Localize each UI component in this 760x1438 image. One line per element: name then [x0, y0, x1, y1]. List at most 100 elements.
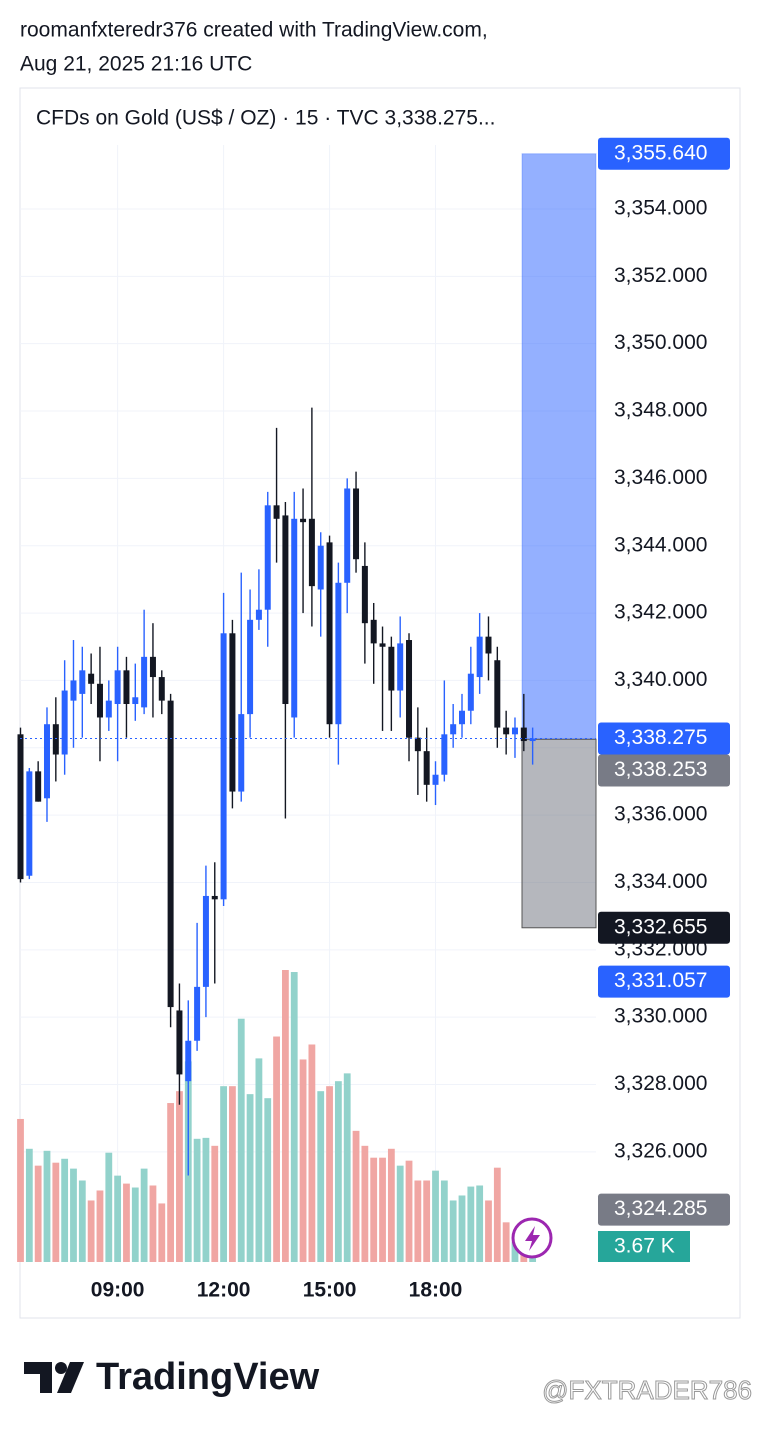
- y-tick-label: 3,336.000: [614, 803, 707, 826]
- candle-body: [423, 751, 430, 785]
- volume-bar: [273, 1036, 280, 1262]
- volume-bar: [485, 1200, 492, 1262]
- candle-body: [494, 660, 501, 728]
- volume-bar: [432, 1170, 439, 1262]
- volume-bar: [458, 1195, 466, 1262]
- candle-body: [114, 670, 121, 705]
- volume-bar: [343, 1073, 351, 1262]
- header-line: Aug 21, 2025 21:16 UTC: [20, 53, 252, 76]
- volume-bar: [237, 1018, 245, 1262]
- volume-bar: [176, 1091, 183, 1262]
- volume-bar: [123, 1183, 130, 1262]
- volume-bar: [396, 1165, 404, 1262]
- volume-bar: [149, 1185, 157, 1262]
- volume-bar: [405, 1160, 413, 1262]
- price-tag-label: 3,338.253: [614, 758, 707, 781]
- volume-bar: [414, 1180, 422, 1262]
- candle-body: [220, 633, 227, 900]
- volume-bar: [326, 1086, 333, 1262]
- x-tick-label: 18:00: [409, 1279, 463, 1302]
- candle-body: [282, 515, 289, 705]
- volume-bar: [43, 1150, 51, 1262]
- candle-body: [176, 1010, 183, 1075]
- candle-body: [503, 727, 510, 735]
- candle-body: [141, 656, 148, 708]
- candle-body: [361, 565, 368, 624]
- volume-bar: [511, 1242, 519, 1262]
- candle-body: [520, 727, 527, 742]
- candle-body: [317, 545, 324, 590]
- candle-body: [397, 643, 404, 691]
- volume-bar: [17, 1118, 24, 1262]
- price-tag-label: 3,355.640: [614, 141, 707, 164]
- candle-body: [211, 895, 218, 900]
- candle-body: [326, 542, 333, 725]
- volume-bar: [211, 1145, 219, 1262]
- profit-zone: [521, 153, 597, 740]
- candle-body: [273, 505, 280, 519]
- volume-bar: [467, 1186, 475, 1262]
- price-tag: [598, 1193, 730, 1226]
- candle-body: [511, 727, 518, 735]
- candle-body: [432, 774, 439, 785]
- volume-bar: [220, 1086, 227, 1262]
- candle-body: [132, 697, 139, 705]
- plot: 3,356.0003,354.0003,352.0003,350.0003,34…: [17, 129, 707, 1302]
- candle-body: [185, 1040, 192, 1082]
- price-tag: [598, 911, 730, 944]
- candle-body: [158, 677, 165, 701]
- candle-body: [406, 640, 413, 738]
- volume-bar: [282, 970, 289, 1262]
- candle-body: [229, 633, 236, 792]
- watermark: @FXTRADER786: [542, 1375, 752, 1405]
- logo-text: TradingView: [96, 1356, 320, 1398]
- loss-zone: [521, 738, 597, 929]
- candle-body: [370, 619, 377, 644]
- volume-bar: [246, 1094, 254, 1262]
- volume-bar: [334, 1081, 342, 1262]
- y-tick-label: 3,334.000: [614, 870, 707, 893]
- candle-body: [149, 656, 156, 678]
- candle-body: [194, 986, 201, 1041]
- candle-body: [43, 724, 50, 799]
- volume-bar: [299, 1059, 307, 1262]
- tradingview-logo: [24, 1362, 84, 1393]
- candle-body: [105, 700, 112, 718]
- volume-bar: [70, 1168, 77, 1262]
- chart-title: CFDs on Gold (US$ / OZ) · 15 · TVC 3,338…: [36, 107, 495, 130]
- volume-bar: [370, 1157, 378, 1262]
- x-tick-label: 12:00: [197, 1279, 251, 1302]
- candle-body: [264, 505, 271, 610]
- volume-tag: [598, 1231, 690, 1262]
- y-tick-label: 3,352.000: [614, 264, 707, 287]
- candle-body: [26, 771, 33, 876]
- candle-body: [529, 738, 536, 742]
- price-tag-label: 3,324.285: [614, 1197, 707, 1220]
- volume-bar: [52, 1162, 60, 1262]
- candle-body: [300, 518, 307, 523]
- volume-bar: [229, 1086, 236, 1262]
- volume-bar: [158, 1203, 166, 1262]
- volume-bar: [87, 1200, 95, 1262]
- price-tag: [598, 754, 730, 787]
- lightning-icon[interactable]: [511, 1217, 553, 1259]
- x-tick-label: 15:00: [303, 1279, 357, 1302]
- price-tag-label: 3,338.275: [614, 726, 707, 749]
- y-tick-label: 3,350.000: [614, 331, 707, 354]
- volume-bar: [361, 1145, 369, 1262]
- volume-bar: [96, 1190, 104, 1262]
- candle-body: [17, 734, 24, 880]
- candle-body: [450, 724, 457, 735]
- volume-bar: [476, 1185, 484, 1262]
- header-line: roomanfxteredr376 created with TradingVi…: [20, 19, 488, 42]
- candle-body: [379, 643, 386, 647]
- candle-body: [35, 771, 42, 802]
- chart-frame: [19, 87, 741, 1319]
- volume-bar: [105, 1152, 113, 1262]
- candle-body: [202, 895, 209, 987]
- volume-bar: [423, 1180, 431, 1262]
- volume-bar: [379, 1157, 386, 1262]
- volume-bar: [308, 1044, 316, 1262]
- candle-body: [441, 734, 448, 775]
